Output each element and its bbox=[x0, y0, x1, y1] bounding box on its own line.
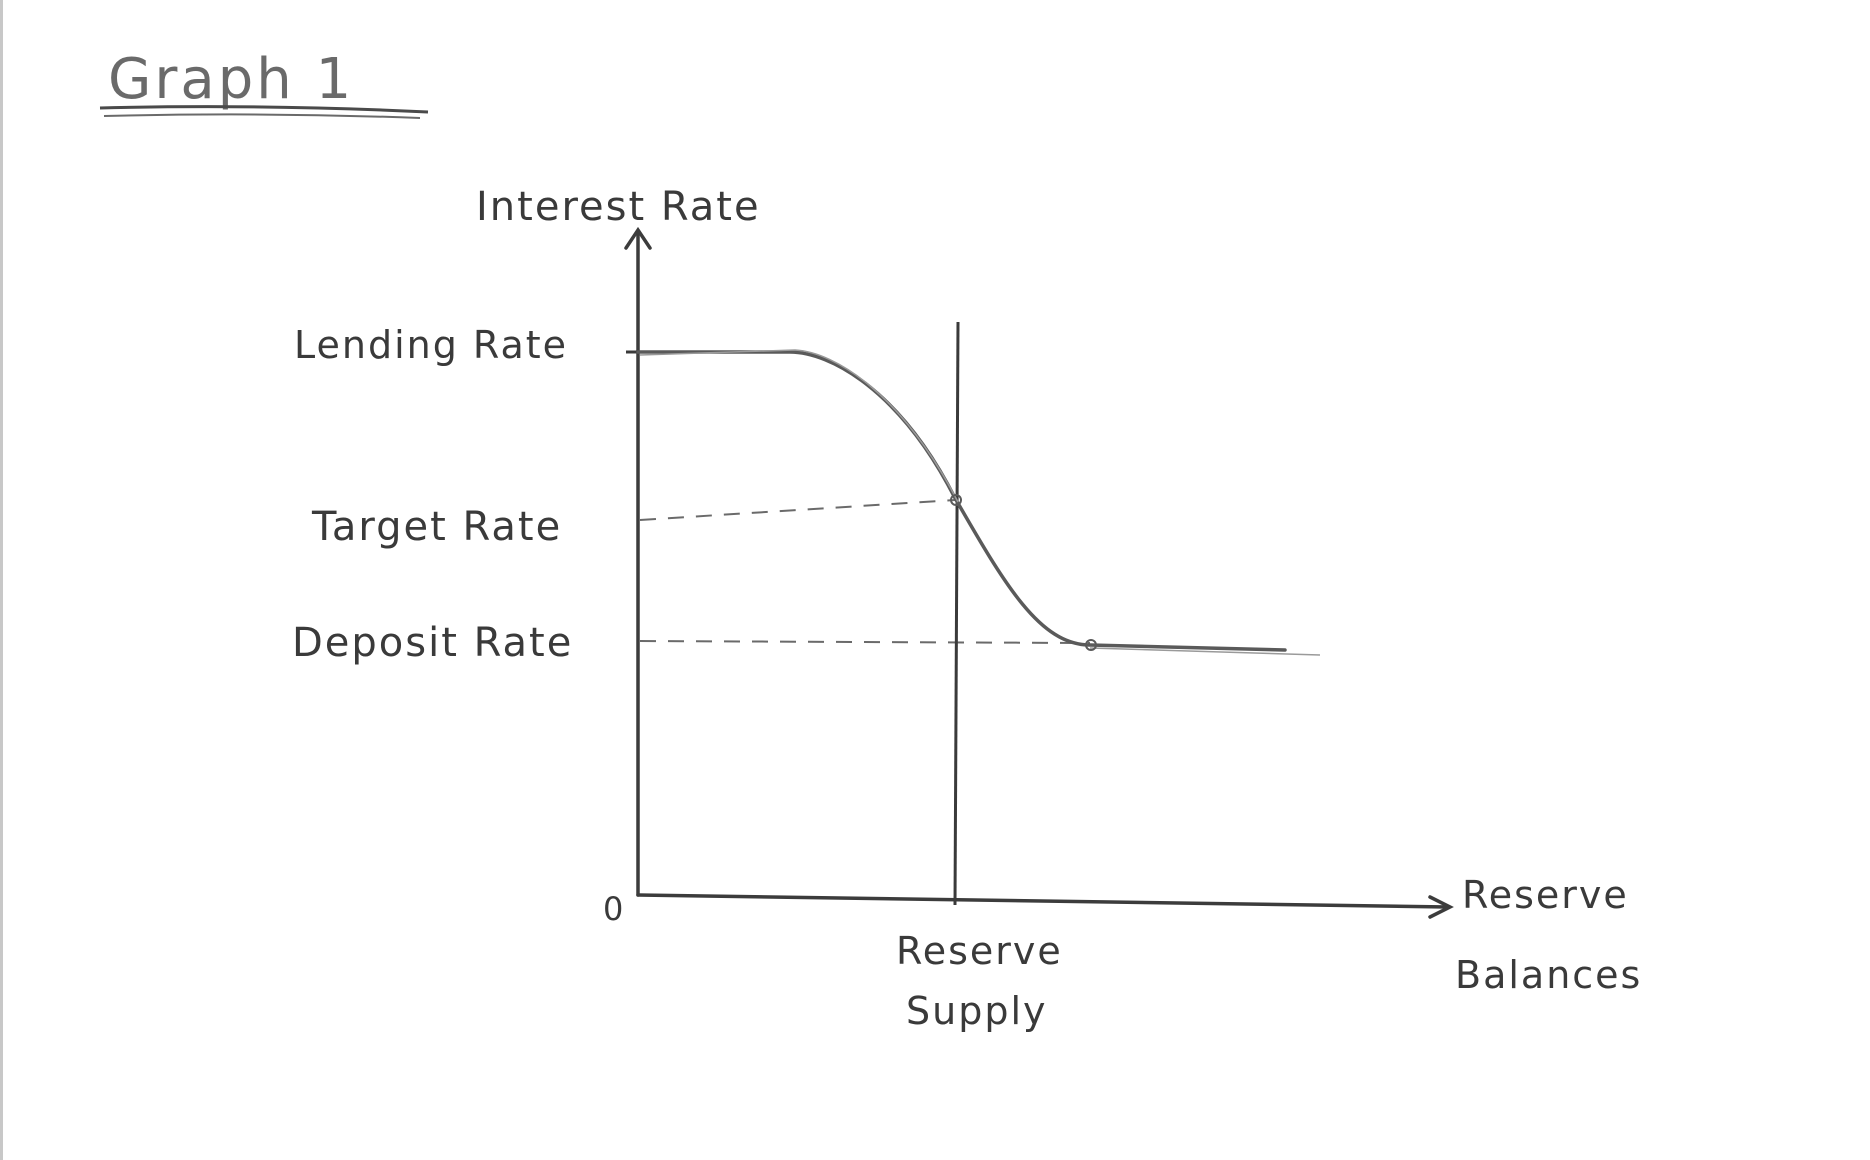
deposit-kink-point bbox=[1085, 639, 1097, 651]
reserve-supply-label-line2: Supply bbox=[906, 989, 1048, 1033]
reserve-demand-curve-sketch bbox=[639, 349, 959, 503]
title-underline bbox=[99, 105, 429, 114]
y-axis-arrowhead bbox=[624, 226, 652, 250]
title-underline-second bbox=[103, 113, 421, 119]
deposit-rate-label: Deposit Rate bbox=[292, 620, 573, 666]
x-axis-label-line2: Balances bbox=[1455, 953, 1642, 997]
reserve-supply-line bbox=[953, 321, 960, 906]
target-rate-dashed-line bbox=[639, 499, 956, 521]
lending-rate-label: Lending Rate bbox=[294, 323, 568, 367]
reserve-demand-curve bbox=[636, 350, 1287, 652]
deposit-rate-dashed-line bbox=[639, 640, 1091, 644]
page-edge bbox=[0, 0, 3, 1160]
y-axis-label: Interest Rate bbox=[476, 184, 761, 230]
reserve-supply-label-line1: Reserve bbox=[896, 929, 1063, 973]
graph-title: Graph 1 bbox=[108, 47, 354, 112]
x-axis-label-line1: Reserve bbox=[1462, 873, 1629, 917]
target-intersection-point bbox=[950, 494, 962, 506]
target-rate-label: Target Rate bbox=[311, 504, 562, 550]
origin-label: 0 bbox=[603, 890, 625, 928]
x-axis-arrowhead bbox=[1428, 895, 1454, 919]
deposit-floor-sketch bbox=[1089, 647, 1321, 656]
x-axis bbox=[636, 893, 1450, 909]
